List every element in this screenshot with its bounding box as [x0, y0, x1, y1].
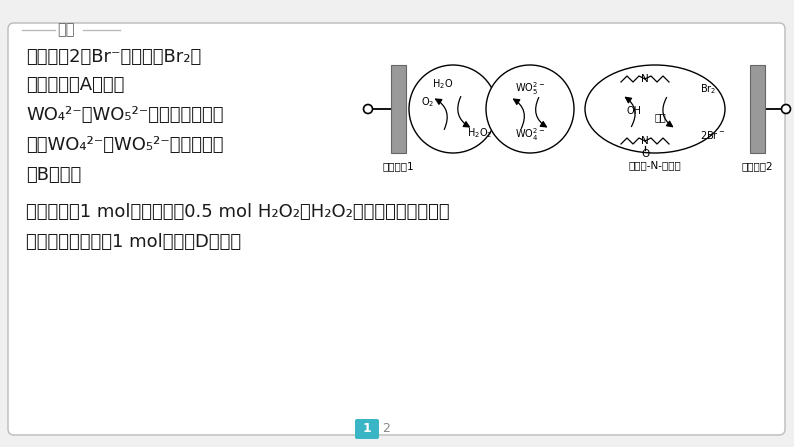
FancyBboxPatch shape — [355, 419, 379, 439]
Text: 1: 1 — [363, 422, 372, 435]
Text: WO₄²⁻、WO₅²⁻循环反应，反应: WO₄²⁻、WO₅²⁻循环反应，反应 — [26, 106, 223, 124]
Ellipse shape — [486, 65, 574, 153]
Text: 前后WO₄²⁻、WO₅²⁻数量不变，: 前后WO₄²⁻、WO₅²⁻数量不变， — [26, 136, 223, 154]
Circle shape — [781, 105, 791, 114]
Ellipse shape — [409, 65, 497, 153]
Text: 2: 2 — [382, 422, 390, 435]
Text: 外电路通过1 mol电子时生扙0.5 mol H₂O₂，H₂O₂最终生成水，根据氧: 外电路通过1 mol电子时生扙0.5 mol H₂O₂，H₂O₂最终生成水，根据… — [26, 203, 449, 221]
Text: 硝酮: 硝酮 — [654, 112, 666, 122]
Text: 惰性电极1: 惰性电极1 — [382, 161, 414, 171]
Bar — [750, 65, 765, 153]
Text: N: N — [641, 136, 649, 146]
Text: 惰性电极2: 惰性电极2 — [741, 161, 773, 171]
Text: $\mathregular{WO_5^{2-}}$: $\mathregular{WO_5^{2-}}$ — [515, 80, 545, 97]
Text: $\mathregular{O_2}$: $\mathregular{O_2}$ — [422, 95, 434, 109]
Text: $\mathregular{H_2O_2}$: $\mathregular{H_2O_2}$ — [467, 126, 492, 140]
Text: 惰性电杗2上Br⁻被氧化为Br₂，: 惰性电杗2上Br⁻被氧化为Br₂， — [26, 48, 201, 66]
Text: 原子守恒，可得到1 mol水，故D正确。: 原子守恒，可得到1 mol水，故D正确。 — [26, 233, 241, 251]
Text: N: N — [641, 74, 649, 84]
FancyBboxPatch shape — [8, 23, 785, 435]
Text: OH: OH — [626, 106, 642, 116]
Circle shape — [364, 105, 372, 114]
Text: $\mathregular{Br_2}$: $\mathregular{Br_2}$ — [700, 82, 716, 96]
Text: 为阳极，故A正确；: 为阳极，故A正确； — [26, 76, 125, 94]
Text: $\mathregular{WO_4^{2-}}$: $\mathregular{WO_4^{2-}}$ — [515, 127, 545, 143]
Text: 二丁基-N-羟基胺: 二丁基-N-羟基胺 — [629, 160, 681, 170]
Text: $\mathregular{2Br^-}$: $\mathregular{2Br^-}$ — [700, 129, 726, 141]
Text: O: O — [641, 149, 649, 159]
Text: 故B正确；: 故B正确； — [26, 166, 81, 184]
Text: 解析: 解析 — [57, 22, 75, 38]
Bar — [391, 65, 406, 153]
Ellipse shape — [585, 65, 725, 153]
Text: $\mathregular{H_2O}$: $\mathregular{H_2O}$ — [433, 77, 453, 91]
